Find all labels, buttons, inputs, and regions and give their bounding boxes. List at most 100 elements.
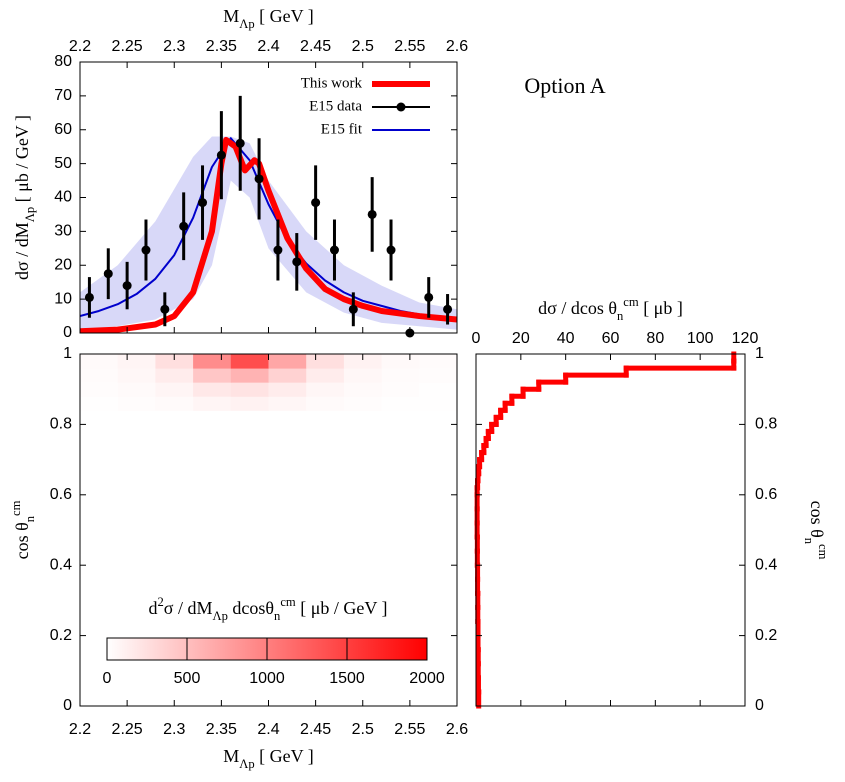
heat-cell [306, 368, 345, 383]
heat-cell [80, 396, 119, 411]
colorbar-tick-label: 1500 [329, 670, 365, 687]
data-point [367, 209, 377, 219]
heat-cell [419, 368, 458, 383]
y-tick-label: 1 [63, 345, 72, 362]
x-tick-label: 2.35 [206, 721, 237, 738]
y-tick-label: 0.4 [755, 556, 777, 573]
x-axis-title: MΛp [ GeV ] [223, 6, 314, 31]
x-tick-label: 20 [512, 330, 530, 347]
heat-cell [230, 368, 269, 383]
x-tick-label: 100 [687, 330, 714, 347]
heat-cell [419, 354, 458, 369]
x-tick-label: 2.45 [300, 38, 331, 55]
y-axis-title: dσ / dMΛp [ μb / GeV ] [12, 115, 37, 280]
x-tick-label: 80 [646, 330, 664, 347]
x-tick-label: 60 [602, 330, 620, 347]
fit-band [80, 136, 457, 330]
data-point [179, 221, 189, 231]
x-tick-label: 2.2 [69, 721, 91, 738]
x-tick-label: 2.55 [394, 38, 425, 55]
data-point [348, 304, 358, 314]
heat-cell [230, 396, 269, 411]
heat-cell [381, 382, 420, 397]
heat-cell [117, 354, 156, 369]
y-tick-label: 60 [54, 121, 72, 138]
data-point [235, 138, 245, 148]
heat-cell [268, 382, 307, 397]
x-tick-label: 2.4 [257, 721, 279, 738]
model-curve [80, 136, 457, 333]
y-tick-label: 0.6 [50, 486, 72, 503]
heat-cell [155, 396, 194, 411]
x-tick-label: 2.6 [446, 721, 468, 738]
heat-cell [343, 382, 383, 397]
heat-cell [155, 354, 194, 369]
heat-cell [80, 354, 119, 369]
x-tick-label: 2.4 [257, 38, 279, 55]
data-point [329, 245, 339, 255]
panel-title: Option A [524, 73, 605, 98]
y-tick-label: 0.6 [755, 486, 777, 503]
plot-area [80, 136, 457, 333]
heat-cell [117, 382, 156, 397]
y-tick-label: 0.2 [755, 627, 777, 644]
data-point [141, 245, 151, 255]
heat-cell [268, 354, 307, 369]
y-tick-label: 30 [54, 223, 72, 240]
y-axis-title: cos θncm [802, 501, 830, 560]
y-tick-label: 70 [54, 87, 72, 104]
colorbar-title: d2σ / dMΛp dcosθncm [ μb / GeV ] [148, 595, 387, 623]
heat-cell [193, 396, 232, 411]
y-tick-label: 1 [755, 345, 764, 362]
heat-cell [343, 368, 383, 383]
heat-cell [343, 354, 383, 369]
heat-cell [381, 354, 420, 369]
colorbar-tick-label: 500 [174, 670, 201, 687]
plot-frame [79, 61, 458, 334]
heat-cell [155, 382, 194, 397]
y-tick-label: 80 [54, 53, 72, 70]
x-tick-label: 40 [557, 330, 575, 347]
y-tick-label: 0 [63, 324, 72, 341]
y-tick-label: 0.8 [755, 416, 777, 433]
plot-frame [79, 353, 458, 707]
x-tick-label: 2.35 [206, 38, 237, 55]
x-tick-label: 2.45 [300, 721, 331, 738]
colorbar-tick-label: 1000 [249, 670, 285, 687]
heat-cell [268, 396, 307, 411]
heat-cell [80, 382, 119, 397]
colorbar-tick-label: 2000 [409, 670, 445, 687]
x-axis-title: dσ / dcos θncm [ μb ] [538, 295, 683, 323]
legend-label: E15 data [309, 98, 362, 114]
data-point [311, 198, 321, 208]
heat-cell [230, 382, 269, 397]
data-point [443, 304, 453, 314]
x-tick-label: 2.3 [163, 38, 185, 55]
colorbar-tick-label: 0 [103, 670, 112, 687]
data-point [198, 198, 208, 208]
heat-cell [193, 382, 232, 397]
data-point [254, 174, 264, 184]
data-point [216, 150, 226, 160]
y-tick-label: 0.2 [50, 627, 72, 644]
y-tick-label: 10 [54, 290, 72, 307]
y-axis-title: cos θncm [9, 500, 37, 559]
x-tick-label: 2.5 [352, 38, 374, 55]
data-point [292, 257, 302, 267]
legend-swatch [396, 102, 406, 112]
heat-cell [306, 396, 345, 411]
heat-cell [381, 368, 420, 383]
data-point [103, 269, 113, 279]
heat-cell [268, 368, 307, 383]
heat-cell [117, 396, 156, 411]
x-tick-label: 2.25 [112, 38, 143, 55]
heat-cell [306, 354, 345, 369]
heat-cell [343, 396, 383, 411]
heat-cell [193, 354, 232, 369]
heat-cell [381, 396, 420, 411]
heat-cell [419, 396, 458, 411]
x-tick-label: 2.3 [163, 721, 185, 738]
x-tick-label: 0 [472, 330, 481, 347]
data-point [273, 245, 283, 255]
